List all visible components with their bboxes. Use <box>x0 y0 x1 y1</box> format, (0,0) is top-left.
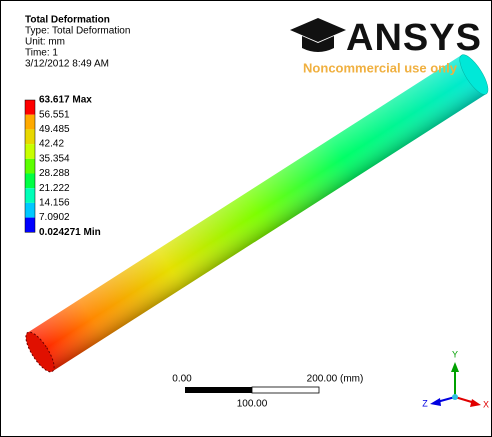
header-line: Type: Total Deformation <box>25 26 130 37</box>
legend-swatch <box>25 115 35 130</box>
legend-swatch <box>25 188 35 203</box>
legend-label: 0.024271 Min <box>39 227 101 238</box>
header-line: 3/12/2012 8:49 AM <box>25 59 109 70</box>
scale-black <box>185 387 252 393</box>
triad-z-label: Z <box>422 398 428 408</box>
triad-y-label: Y <box>452 349 458 359</box>
legend-label: 49.485 <box>39 124 70 135</box>
logo: ANSYS Noncommercial use only <box>290 17 482 75</box>
legend-label: 56.551 <box>39 109 70 120</box>
triad-origin <box>452 394 458 400</box>
header-line: Unit: mm <box>25 37 65 48</box>
legend-label: 21.222 <box>39 183 70 194</box>
legend-label: 28.288 <box>39 168 70 179</box>
logo-note: Noncommercial use only <box>303 60 458 75</box>
legend-swatch <box>25 144 35 159</box>
legend-label: 14.156 <box>39 198 70 209</box>
legend-swatch <box>25 218 35 233</box>
viewport: Total Deformation Type: Total Deformatio… <box>0 0 492 437</box>
result-title: Total Deformation <box>25 15 110 26</box>
legend-swatch <box>25 100 35 115</box>
scale-end: 200.00 (mm) <box>307 374 364 385</box>
page: Total Deformation Type: Total Deformatio… <box>0 0 492 437</box>
legend-label: 7.0902 <box>39 212 70 223</box>
legend-label: 35.354 <box>39 153 70 164</box>
header-line: Time: 1 <box>25 48 58 59</box>
scale-start: 0.00 <box>172 374 192 385</box>
scale-white <box>252 387 319 393</box>
legend-label: 63.617 Max <box>39 95 92 106</box>
legend-label: 42.42 <box>39 139 64 150</box>
scale-middle: 100.00 <box>237 399 268 410</box>
triad-x-label: X <box>483 399 489 409</box>
legend-swatch <box>25 203 35 218</box>
legend-swatch <box>25 174 35 189</box>
logo-brand: ANSYS <box>346 17 482 59</box>
legend-swatch <box>25 159 35 174</box>
legend-swatch <box>25 129 35 144</box>
